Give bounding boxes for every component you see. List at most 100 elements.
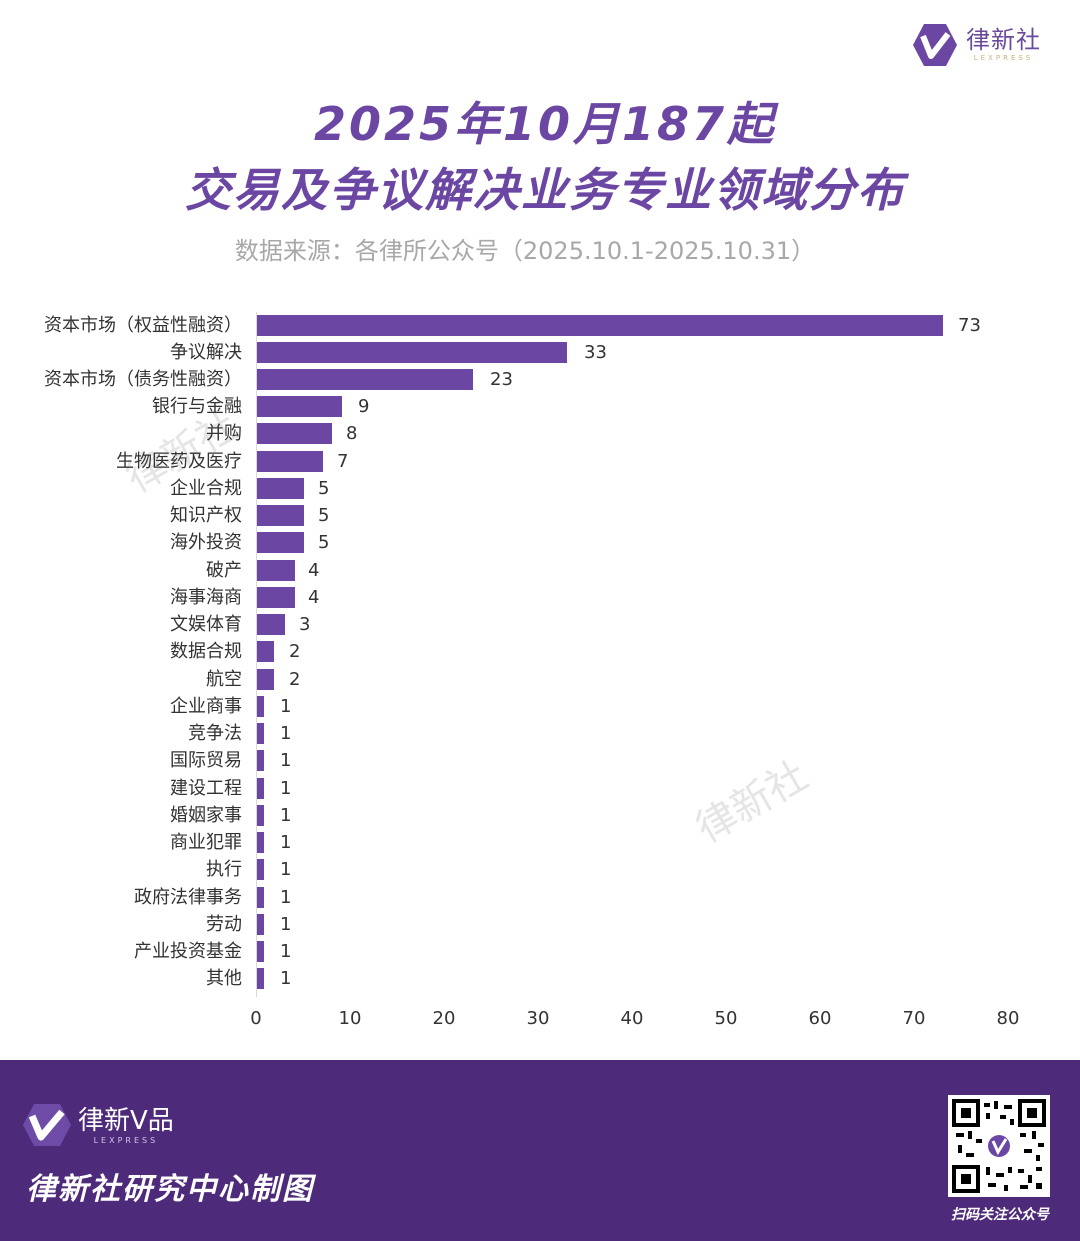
qr-code[interactable] bbox=[948, 1095, 1050, 1197]
bar bbox=[257, 614, 285, 635]
value-label: 1 bbox=[280, 778, 292, 799]
bar bbox=[257, 369, 473, 390]
value-label: 1 bbox=[280, 887, 292, 908]
bar bbox=[257, 805, 264, 826]
value-label: 5 bbox=[318, 478, 330, 499]
footer-caption: 律新社研究中心制图 bbox=[26, 1172, 314, 1207]
x-tick-label: 40 bbox=[620, 1008, 644, 1029]
bar-row: 银行与金融 9 bbox=[0, 393, 1080, 420]
y-axis-line bbox=[256, 312, 257, 997]
x-tick-label: 0 bbox=[250, 1008, 262, 1029]
bar-row: 企业合规 5 bbox=[0, 475, 1080, 502]
category-label: 文娱体育 bbox=[170, 614, 242, 635]
bar bbox=[257, 750, 264, 771]
category-label: 其他 bbox=[206, 968, 242, 989]
category-label: 企业合规 bbox=[170, 478, 242, 499]
bar bbox=[257, 887, 264, 908]
bar bbox=[257, 315, 943, 336]
value-label: 7 bbox=[337, 451, 349, 472]
bar-row: 商业犯罪 1 bbox=[0, 829, 1080, 856]
value-label: 5 bbox=[318, 532, 330, 553]
category-label: 资本市场（债务性融资） bbox=[44, 369, 242, 390]
value-label: 33 bbox=[584, 342, 607, 363]
value-label: 1 bbox=[280, 805, 292, 826]
bar bbox=[257, 669, 274, 690]
x-tick-label: 70 bbox=[902, 1008, 926, 1029]
bar-row: 破产 4 bbox=[0, 557, 1080, 584]
bar-row: 资本市场（债务性融资） 23 bbox=[0, 366, 1080, 393]
data-source-subtitle: 数据来源：各律所公众号（2025.10.1-2025.10.31） bbox=[234, 237, 816, 265]
bar bbox=[257, 859, 264, 880]
category-label: 知识产权 bbox=[170, 505, 242, 526]
category-label: 海外投资 bbox=[170, 532, 242, 553]
category-label: 商业犯罪 bbox=[170, 832, 242, 853]
bar-row: 建设工程 1 bbox=[0, 775, 1080, 802]
category-label: 并购 bbox=[206, 423, 242, 444]
bar bbox=[257, 914, 264, 935]
value-label: 1 bbox=[280, 696, 292, 717]
bar-row: 资本市场（权益性融资） 73 bbox=[0, 312, 1080, 339]
category-label: 建设工程 bbox=[170, 778, 242, 799]
bar-row: 并购 8 bbox=[0, 420, 1080, 447]
bar-row: 国际贸易 1 bbox=[0, 747, 1080, 774]
value-label: 1 bbox=[280, 723, 292, 744]
category-label: 产业投资基金 bbox=[134, 941, 242, 962]
value-label: 23 bbox=[490, 369, 513, 390]
category-label: 数据合规 bbox=[170, 641, 242, 662]
bar bbox=[257, 342, 567, 363]
bar-row: 竞争法 1 bbox=[0, 720, 1080, 747]
category-label: 生物医药及医疗 bbox=[116, 451, 242, 472]
x-tick-label: 20 bbox=[432, 1008, 456, 1029]
category-label: 银行与金融 bbox=[152, 396, 242, 417]
value-label: 8 bbox=[346, 423, 358, 444]
bar-row: 其他 1 bbox=[0, 965, 1080, 992]
chart-title-line2: 交易及争议解决业务专业领域分布 bbox=[185, 163, 905, 217]
bar-row: 数据合规 2 bbox=[0, 638, 1080, 665]
qr-caption: 扫码关注公众号 bbox=[951, 1207, 1049, 1223]
category-label: 破产 bbox=[206, 560, 242, 581]
value-label: 1 bbox=[280, 832, 292, 853]
brand-name-en: LEXPRESS bbox=[973, 54, 1034, 62]
value-label: 1 bbox=[280, 941, 292, 962]
bar-row: 文娱体育 3 bbox=[0, 611, 1080, 638]
footer-brand-logo: 律新V品 LEXPRESS bbox=[22, 1102, 174, 1148]
x-tick-label: 30 bbox=[526, 1008, 550, 1029]
category-label: 竞争法 bbox=[188, 723, 242, 744]
category-label: 资本市场（权益性融资） bbox=[44, 315, 242, 336]
category-label: 政府法律事务 bbox=[134, 887, 242, 908]
value-label: 9 bbox=[358, 396, 370, 417]
bar bbox=[257, 478, 304, 499]
bar-row: 生物医药及医疗 7 bbox=[0, 448, 1080, 475]
bar bbox=[257, 832, 264, 853]
bar bbox=[257, 560, 295, 581]
x-tick-label: 10 bbox=[338, 1008, 362, 1029]
value-label: 4 bbox=[308, 587, 320, 608]
category-label: 婚姻家事 bbox=[170, 805, 242, 826]
value-label: 1 bbox=[280, 968, 292, 989]
footer-banner: 律新V品 LEXPRESS 律新社研究中心制图 扫码关注公众号 bbox=[0, 1060, 1080, 1241]
brand-hexagon-icon bbox=[912, 22, 958, 68]
category-label: 劳动 bbox=[206, 914, 242, 935]
bar bbox=[257, 723, 264, 744]
x-tick-label: 80 bbox=[996, 1008, 1020, 1029]
value-label: 4 bbox=[308, 560, 320, 581]
x-tick-label: 50 bbox=[714, 1008, 738, 1029]
brand-hexagon-icon bbox=[22, 1102, 71, 1148]
bar bbox=[257, 696, 264, 717]
bar bbox=[257, 451, 323, 472]
bar bbox=[257, 423, 332, 444]
category-label: 企业商事 bbox=[170, 696, 242, 717]
bar-row: 执行 1 bbox=[0, 856, 1080, 883]
value-label: 1 bbox=[280, 914, 292, 935]
bar-row: 争议解决 33 bbox=[0, 339, 1080, 366]
value-label: 5 bbox=[318, 505, 330, 526]
bar-row: 产业投资基金 1 bbox=[0, 938, 1080, 965]
x-tick-label: 60 bbox=[808, 1008, 832, 1029]
bar-chart: 律新社 律新社 资本市场（权益性融资） 73 争议解决 33 资本市场（债务性融资）… bbox=[0, 300, 1080, 1040]
bar-row: 劳动 1 bbox=[0, 911, 1080, 938]
bar-row: 婚姻家事 1 bbox=[0, 802, 1080, 829]
category-label: 航空 bbox=[206, 669, 242, 690]
bar-row: 海外投资 5 bbox=[0, 529, 1080, 556]
value-label: 1 bbox=[280, 859, 292, 880]
brand-name: 律新社 bbox=[966, 26, 1041, 54]
